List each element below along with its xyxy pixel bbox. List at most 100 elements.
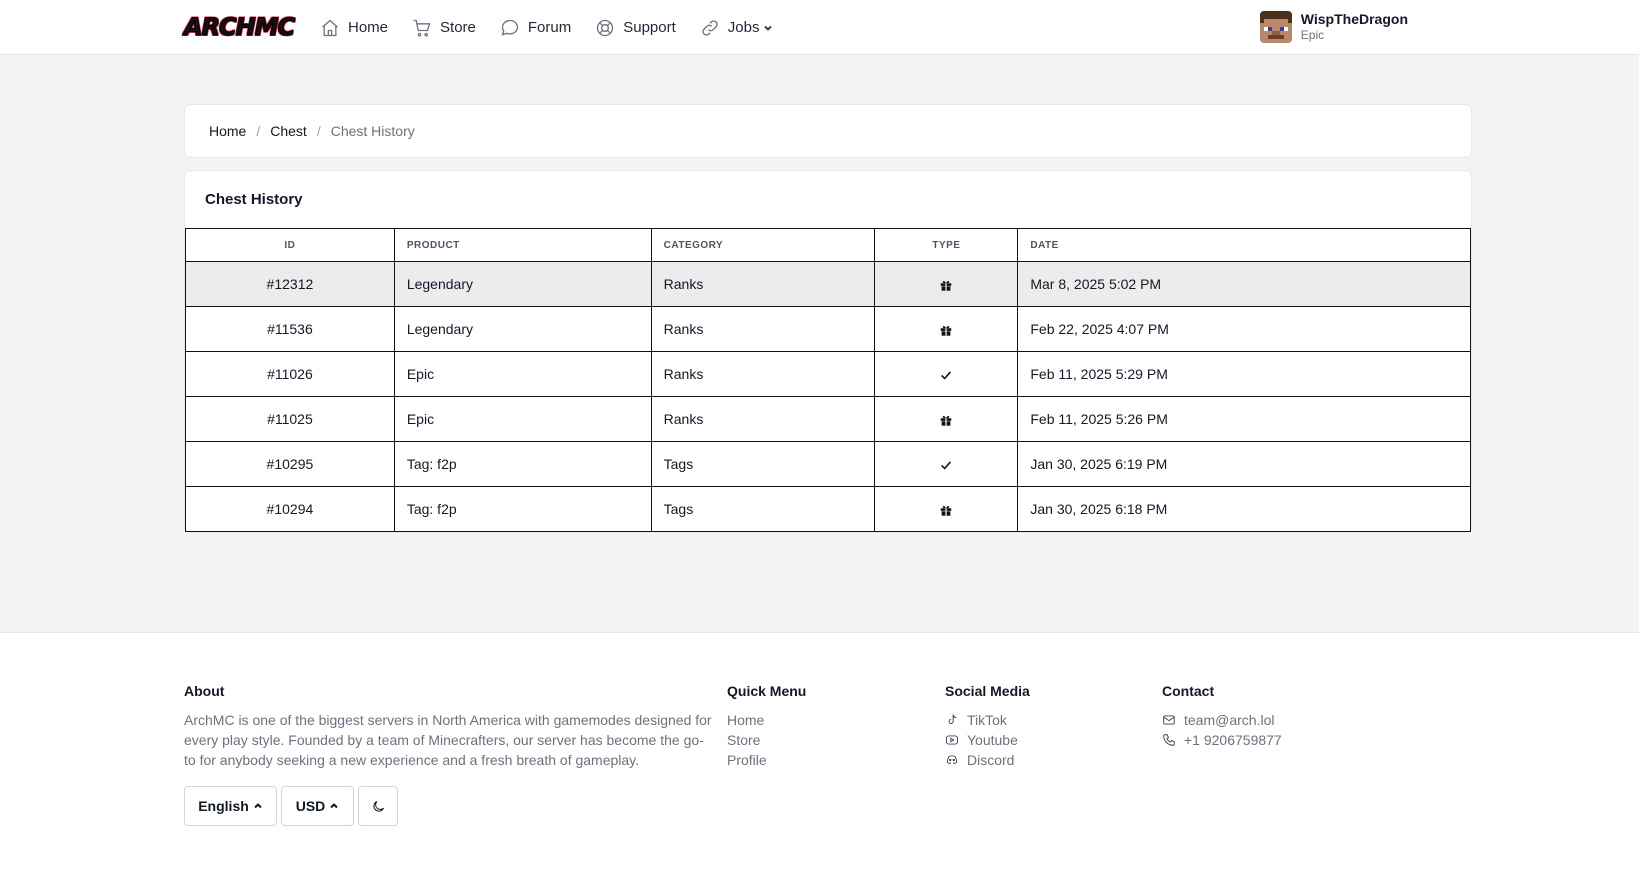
cell-type <box>874 396 1019 442</box>
footer-social: Social Media TikTok Youtube Discord <box>945 683 1030 770</box>
table-header-row: ID PRODUCT CATEGORY TYPE DATE <box>185 228 1471 262</box>
page-title: Chest History <box>205 191 303 208</box>
cell-product: Tag: f2p <box>393 441 652 487</box>
gift-icon <box>939 501 953 517</box>
user-name: WispTheDragon <box>1300 11 1408 27</box>
column-header-date: DATE <box>1017 228 1471 262</box>
footer-about: About ArchMC is one of the biggest serve… <box>184 683 714 770</box>
cell-product: Legendary <box>393 261 652 307</box>
column-header-type: TYPE <box>874 228 1019 262</box>
footer-quick-menu-title: Quick Menu <box>727 683 807 699</box>
cell-date: Feb 11, 2025 5:26 PM <box>1017 396 1471 442</box>
check-icon <box>939 456 953 472</box>
cart-icon <box>413 19 431 37</box>
cell-id: #10294 <box>185 486 395 532</box>
language-select[interactable]: English <box>184 786 277 826</box>
gift-icon <box>939 321 953 337</box>
footer-contact-title: Contact <box>1162 683 1215 699</box>
column-header-product: PRODUCT <box>393 228 652 262</box>
tiktok-icon <box>948 714 957 724</box>
nav-forum[interactable]: Forum <box>500 18 571 38</box>
cell-id: #11025 <box>185 396 395 442</box>
cell-type <box>874 351 1019 397</box>
column-header-id: ID <box>185 228 395 262</box>
cell-type <box>874 306 1019 352</box>
mail-icon <box>1163 715 1175 725</box>
archmc-logo[interactable]: ARCHMC <box>183 13 295 42</box>
footer-about-text: ArchMC is one of the biggest servers in … <box>184 712 712 768</box>
cell-id: #12312 <box>185 261 395 307</box>
footer-link-store[interactable]: Store <box>727 732 761 748</box>
breadcrumb: Home / Chest / Chest History <box>184 104 1472 158</box>
moon-icon <box>372 800 384 812</box>
chest-history-table: ID PRODUCT CATEGORY TYPE DATE #12312 Lege… <box>185 228 1471 532</box>
footer-quick-menu: Quick Menu Home Store Profile <box>727 683 806 770</box>
link-icon <box>702 19 718 36</box>
cell-category: Tags <box>650 486 876 532</box>
cell-category: Ranks <box>650 396 876 442</box>
home-icon <box>322 19 338 36</box>
nav-home[interactable]: Home <box>320 18 388 38</box>
navbar: ARCHMC Home Store Forum Support Jobs Wis… <box>0 0 1639 55</box>
nav-support[interactable]: Support <box>595 18 676 38</box>
footer-preferences: English USD <box>184 786 398 826</box>
cell-product: Tag: f2p <box>393 486 652 532</box>
footer-link-profile[interactable]: Profile <box>727 752 767 768</box>
table-row: #11536 Legendary Ranks Feb 22, 2025 4:07 PM <box>185 306 1471 352</box>
cell-id: #11026 <box>185 351 395 397</box>
breadcrumb-chest[interactable]: Chest <box>270 123 307 139</box>
cell-type <box>874 261 1019 307</box>
cell-id: #10295 <box>185 441 395 487</box>
cell-type <box>874 441 1019 487</box>
chevron-up-icon <box>254 803 262 809</box>
cell-type <box>874 486 1019 532</box>
cell-id: #11536 <box>185 306 395 352</box>
cell-product: Legendary <box>393 306 652 352</box>
cell-date: Jan 30, 2025 6:19 PM <box>1017 441 1471 487</box>
gift-icon <box>939 276 953 292</box>
cell-date: Mar 8, 2025 5:02 PM <box>1017 261 1471 307</box>
chevron-down-icon <box>764 25 773 31</box>
table-row: #11026 Epic Ranks Feb 11, 2025 5:29 PM <box>185 351 1471 397</box>
table-row: #10295 Tag: f2p Tags Jan 30, 2025 6:19 PM <box>185 441 1471 487</box>
breadcrumb-current: Chest History <box>330 123 415 139</box>
nav-store[interactable]: Store <box>412 18 476 38</box>
footer-link-youtube[interactable]: Youtube <box>945 730 1030 750</box>
gift-icon <box>939 411 953 427</box>
theme-toggle-button[interactable] <box>358 786 398 826</box>
breadcrumb-home[interactable]: Home <box>209 123 247 139</box>
table-row: #11025 Epic Ranks Feb 11, 2025 5:26 PM <box>185 396 1471 442</box>
footer-link-tiktok[interactable]: TikTok <box>945 710 1030 730</box>
column-header-category: CATEGORY <box>650 228 876 262</box>
cell-category: Ranks <box>650 306 876 352</box>
user-menu[interactable]: WispTheDragon Epic <box>1259 11 1408 43</box>
chest-history-card: Chest History ID PRODUCT CATEGORY TYPE D… <box>184 170 1472 533</box>
breadcrumb-separator: / <box>256 123 261 139</box>
footer-link-discord[interactable]: Discord <box>945 750 1030 770</box>
chat-icon <box>501 19 519 36</box>
chevron-up-icon <box>330 803 338 809</box>
cell-date: Jan 30, 2025 6:18 PM <box>1017 486 1471 532</box>
youtube-icon <box>945 735 959 745</box>
footer-about-title: About <box>184 683 225 699</box>
footer-contact: Contact team@arch.lol +1 9206759877 <box>1162 683 1282 750</box>
avatar <box>1259 11 1292 43</box>
footer-link-phone[interactable]: +1 9206759877 <box>1162 730 1282 750</box>
check-icon <box>939 366 953 382</box>
nav-jobs-dropdown[interactable]: Jobs <box>700 18 774 38</box>
footer: About ArchMC is one of the biggest serve… <box>0 632 1639 872</box>
footer-link-email[interactable]: team@arch.lol <box>1162 710 1282 730</box>
currency-select[interactable]: USD <box>281 786 354 826</box>
cell-date: Feb 11, 2025 5:29 PM <box>1017 351 1471 397</box>
nav-links: Home Store Forum Support Jobs <box>320 0 797 55</box>
cell-category: Ranks <box>650 351 876 397</box>
breadcrumb-separator: / <box>316 123 321 139</box>
cell-product: Epic <box>393 396 652 442</box>
cell-date: Feb 22, 2025 4:07 PM <box>1017 306 1471 352</box>
cell-category: Tags <box>650 441 876 487</box>
footer-link-home[interactable]: Home <box>727 712 765 728</box>
table-row: #12312 Legendary Ranks Mar 8, 2025 5:02 PM <box>185 261 1471 307</box>
discord-icon <box>946 755 958 765</box>
lifebuoy-icon <box>597 19 614 36</box>
footer-social-title: Social Media <box>945 683 1030 699</box>
